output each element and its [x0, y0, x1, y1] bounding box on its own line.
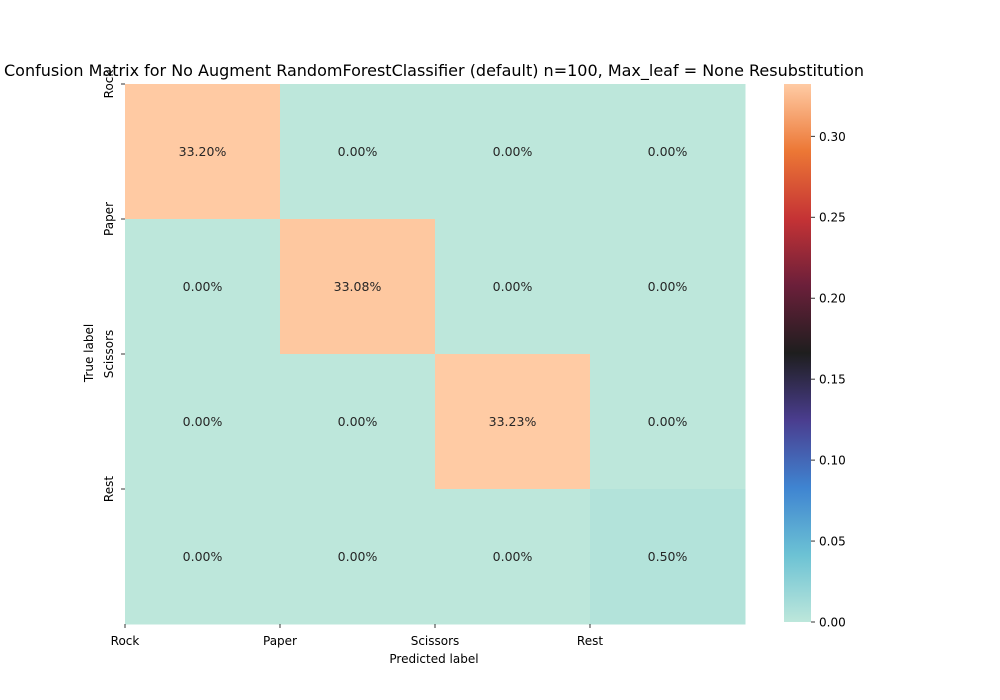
colorbar-tick-label: 0.05 [819, 535, 846, 549]
y-tick-label: Scissors [102, 330, 116, 379]
y-tick-label: Rest [102, 476, 116, 502]
cell-value-label: 33.23% [489, 414, 537, 429]
colorbar-tick-label: 0.10 [819, 454, 846, 468]
heatmap-cell [590, 489, 746, 625]
colorbar-tick-label: 0.00 [819, 616, 846, 630]
cell-value-label: 0.00% [338, 549, 378, 564]
heatmap-cell [435, 219, 591, 355]
y-axis-ticks: Rock Paper Scissors Rest [102, 70, 125, 502]
heatmap-cell [590, 219, 746, 355]
colorbar-tick-label: 0.30 [819, 130, 846, 144]
cell-value-label: 33.08% [334, 279, 382, 294]
cell-value-label: 0.00% [493, 549, 533, 564]
heatmap-cell [280, 489, 436, 625]
heatmap-cell [125, 489, 281, 625]
cell-value-label: 0.00% [183, 279, 223, 294]
cell-value-label: 33.20% [179, 144, 227, 159]
cell-value-label: 0.00% [183, 414, 223, 429]
x-tick-label: Scissors [411, 634, 460, 648]
cell-value-label: 0.00% [648, 279, 688, 294]
heatmap-cell [590, 354, 746, 490]
cell-value-label: 0.00% [648, 144, 688, 159]
colorbar-tick-label: 0.25 [819, 211, 846, 225]
heatmap-cells [125, 84, 746, 625]
heatmap-cell [435, 354, 591, 490]
y-tick-label: Rock [102, 70, 116, 99]
colorbar [784, 84, 811, 622]
heatmap-cell-labels: 33.20% 0.00% 0.00% 0.00% 0.00% 33.08% 0.00% 0.0… [179, 144, 688, 564]
heatmap-cell [125, 84, 281, 220]
cell-value-label: 0.50% [648, 549, 688, 564]
cell-value-label: 0.00% [493, 144, 533, 159]
x-tick-label: Rest [577, 634, 603, 648]
x-tick-label: Paper [263, 634, 297, 648]
x-axis-ticks: Rock Paper Scissors Rest [111, 624, 603, 648]
heatmap-cell [125, 354, 281, 490]
heatmap-cell [435, 84, 591, 220]
y-axis-label: True label [82, 324, 96, 383]
x-tick-label: Rock [111, 634, 140, 648]
y-tick-label: Paper [102, 202, 116, 236]
x-axis-label: Predicted label [389, 652, 478, 666]
cell-value-label: 0.00% [338, 414, 378, 429]
heatmap-cell [280, 84, 436, 220]
heatmap-cell [280, 219, 436, 355]
chart-title: Confusion Matrix for No Augment RandomFo… [4, 61, 864, 81]
heatmap-cell [435, 489, 591, 625]
heatmap-cell [590, 84, 746, 220]
colorbar-ticks: 0.00 0.05 0.10 0.15 0.20 0.25 0.30 [811, 130, 846, 630]
cell-value-label: 0.00% [338, 144, 378, 159]
cell-value-label: 0.00% [493, 279, 533, 294]
colorbar-tick-label: 0.15 [819, 373, 846, 387]
colorbar-tick-label: 0.20 [819, 292, 846, 306]
heatmap-cell [125, 219, 281, 355]
heatmap-cell [280, 354, 436, 490]
cell-value-label: 0.00% [648, 414, 688, 429]
cell-value-label: 0.00% [183, 549, 223, 564]
